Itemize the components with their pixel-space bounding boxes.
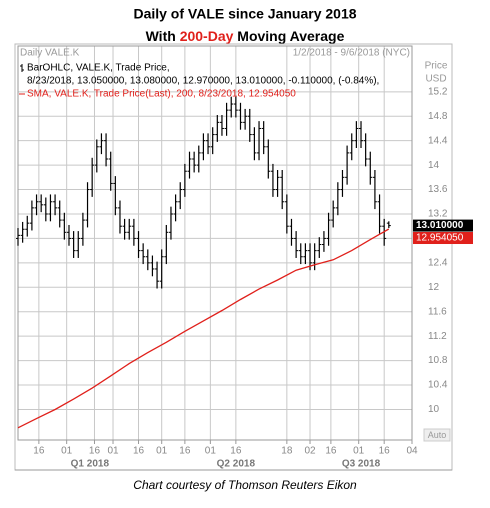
legend-entry: 8/23/2018, 13.050000, 13.080000, 12.9700… <box>27 76 379 87</box>
quarter-label: Q3 2018 <box>342 459 381 470</box>
ohlc-bars <box>16 96 391 289</box>
header-left: Daily VALE.K <box>20 48 80 59</box>
last-sma-label: 12.954050 <box>416 233 464 244</box>
auto-label[interactable]: Auto <box>428 430 447 440</box>
quarter-label: Q2 2018 <box>217 459 256 470</box>
legend-entry: BarOHLC, VALE.K, Trade Price, <box>27 63 170 74</box>
y-tick-label: 14.8 <box>428 111 448 122</box>
y-tick-label: 11.2 <box>428 331 447 342</box>
auto-button[interactable] <box>423 428 451 442</box>
last-price-label: 13.010000 <box>416 220 464 231</box>
y-tick-label: 12 <box>428 282 440 293</box>
legend: BarOHLC, VALE.K, Trade Price, 8/23/2018,… <box>19 63 379 100</box>
x-tick-label: 16 <box>325 446 337 457</box>
y-tick-label: 10.8 <box>428 355 448 366</box>
y-tick-label: 14.4 <box>428 135 448 146</box>
chart-title: Daily of VALE since January 2018 <box>133 6 356 22</box>
chart-frame <box>14 43 453 471</box>
last-sma-box <box>413 232 473 245</box>
x-tick-label: 01 <box>156 446 168 457</box>
x-tick-label: 18 <box>281 446 293 457</box>
x-tick-label: 16 <box>379 446 391 457</box>
subtitle-highlight: 200-Day <box>180 28 234 44</box>
x-tick-label: 16 <box>33 446 45 457</box>
x-tick-label: 16 <box>89 446 101 457</box>
header-right: 1/2/2018 - 9/6/2018 (NYC) <box>293 48 410 59</box>
x-tick-label: 02 <box>304 446 316 457</box>
y-tick-label: 10.4 <box>428 380 448 391</box>
x-tick-label: 16 <box>179 446 191 457</box>
chart-subtitle: With 200-Day Moving Average <box>146 28 345 44</box>
x-tick-label: 01 <box>205 446 217 457</box>
x-tick-label: 16 <box>133 446 145 457</box>
y-tick-label: 12.4 <box>428 257 448 268</box>
quarter-label: Q1 2018 <box>71 459 110 470</box>
y-tick-label: 11.6 <box>428 306 447 317</box>
sma-line <box>17 228 390 429</box>
y-tick-label: 14 <box>428 160 440 171</box>
y-tick-label: 13.6 <box>428 184 448 195</box>
grid <box>18 46 412 440</box>
legend-entry: SMA, VALE.K, Trade Price(Last), 200, 8/2… <box>27 89 296 100</box>
subtitle-text: Moving Average <box>233 28 344 44</box>
y-tick-label: 15.2 <box>428 86 448 97</box>
x-tick-label: 01 <box>107 446 119 457</box>
axis-label: USD <box>425 74 446 85</box>
x-tick-label: 01 <box>353 446 365 457</box>
subtitle-text: With <box>146 28 180 44</box>
y-tick-label: 13.2 <box>428 209 448 220</box>
footer: Chart courtesy of Thomson Reuters Eikon <box>133 478 357 492</box>
legend-icon <box>20 64 24 72</box>
x-tick-label: 16 <box>230 446 242 457</box>
x-tick-label: 01 <box>61 446 73 457</box>
x-tick-label: 04 <box>406 446 418 457</box>
y-tick-label: 10 <box>428 404 440 415</box>
last-price-box <box>413 219 473 232</box>
axis-label: Price <box>425 61 448 72</box>
